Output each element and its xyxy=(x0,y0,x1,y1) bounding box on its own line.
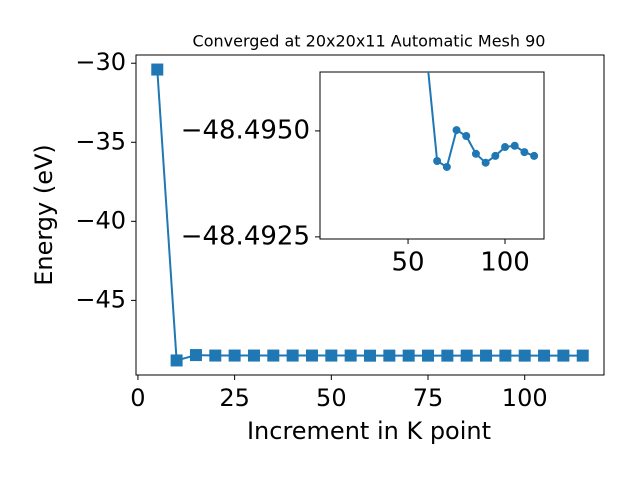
data-marker xyxy=(422,349,435,362)
axes-frame xyxy=(135,54,605,376)
data-marker xyxy=(383,349,396,362)
data-marker xyxy=(441,349,454,362)
data-marker xyxy=(267,349,280,362)
x-tick-label: 0 xyxy=(130,384,145,412)
data-marker xyxy=(480,349,493,362)
data-marker xyxy=(518,349,531,362)
data-marker xyxy=(189,349,202,362)
data-marker xyxy=(557,349,570,362)
x-tick-label: 25 xyxy=(219,384,250,412)
plot-area xyxy=(151,63,589,367)
data-marker xyxy=(209,349,222,362)
chart-title: Converged at 20x20x11 Automatic Mesh 90 xyxy=(193,32,546,51)
axes-frame xyxy=(319,71,545,240)
x-tick-label: 100 xyxy=(480,248,530,278)
data-marker xyxy=(530,151,539,160)
x-axis-label: Increment in K point xyxy=(247,417,491,445)
data-marker xyxy=(576,349,589,362)
data-marker xyxy=(460,349,473,362)
data-marker xyxy=(364,349,376,362)
data-marker xyxy=(452,126,461,135)
data-marker xyxy=(538,349,551,362)
data-marker xyxy=(286,349,299,362)
y-tick-label: −30 xyxy=(75,48,126,76)
y-tick-label: −48.4925 xyxy=(181,221,310,251)
data-marker xyxy=(170,354,183,367)
y-tick-label: −35 xyxy=(75,127,126,155)
data-marker xyxy=(499,349,512,362)
data-marker xyxy=(501,143,510,152)
data-marker xyxy=(344,349,357,362)
data-marker xyxy=(305,349,318,362)
y-tick-label: −40 xyxy=(75,206,126,234)
x-tick-label: 100 xyxy=(502,384,548,412)
data-marker xyxy=(462,132,471,141)
data-marker xyxy=(520,148,529,157)
data-marker xyxy=(442,162,451,171)
x-tick-label: 75 xyxy=(413,384,444,412)
data-marker xyxy=(471,149,480,158)
plot-area xyxy=(427,72,539,171)
y-tick-label: −45 xyxy=(75,285,126,313)
y-axis-label: Energy (eV) xyxy=(30,144,58,286)
data-marker xyxy=(491,151,500,160)
x-tick-label: 50 xyxy=(392,248,425,278)
data-marker xyxy=(433,157,442,166)
data-marker xyxy=(247,349,260,362)
y-tick-label: −48.4950 xyxy=(181,115,310,145)
data-marker xyxy=(228,349,241,362)
data-marker xyxy=(325,349,338,362)
data-marker xyxy=(402,349,415,362)
data-marker xyxy=(481,158,490,167)
x-tick-label: 50 xyxy=(316,384,347,412)
data-marker xyxy=(510,141,519,150)
data-marker xyxy=(151,63,164,76)
